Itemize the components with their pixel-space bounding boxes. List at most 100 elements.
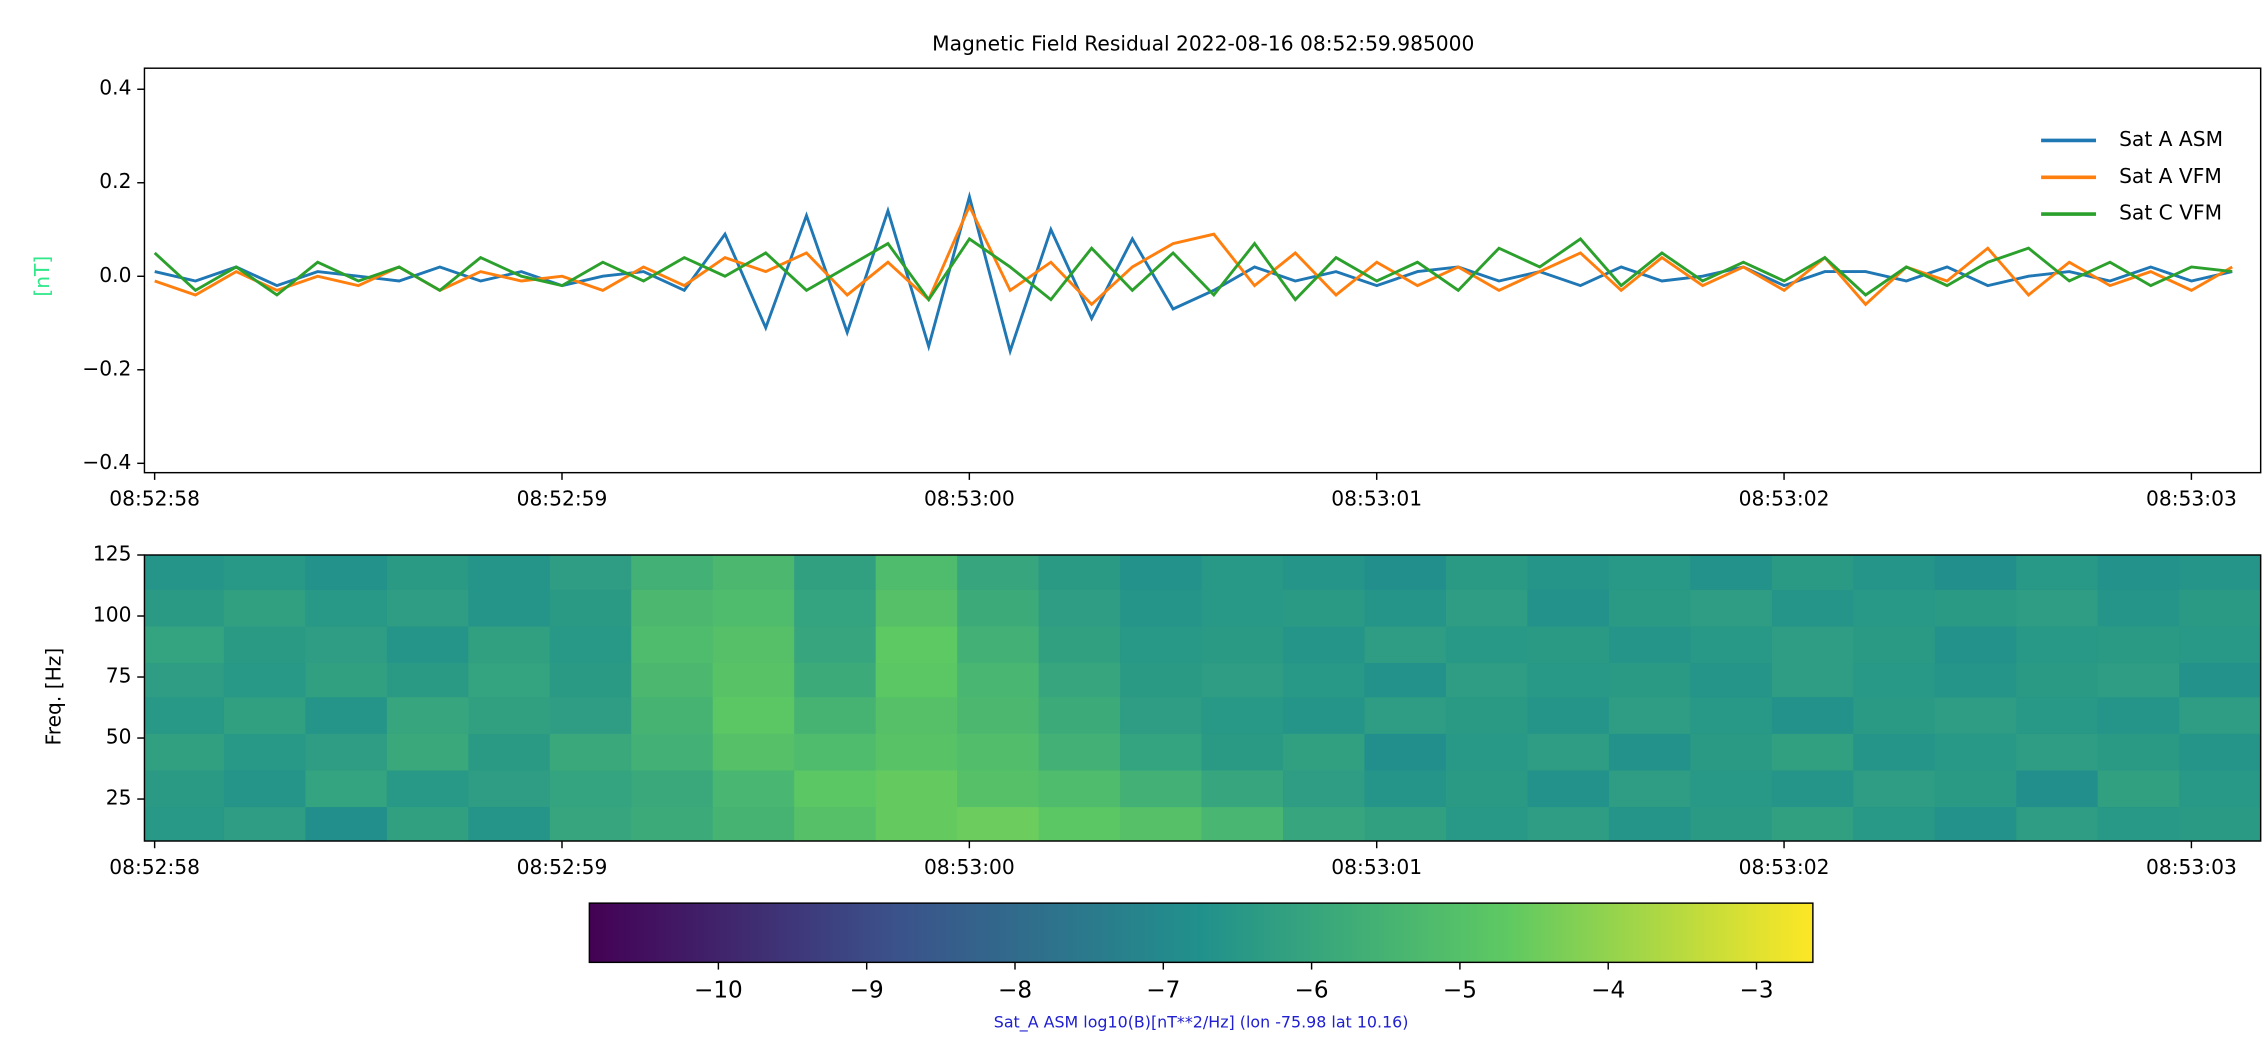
heat-cell [386,696,470,734]
colorbar-label: Sat_A ASM log10(B)[nT**2/Hz] (lon -75.98… [994,1013,1409,1033]
axes-frame [143,554,2262,842]
heat-cell [223,555,307,590]
heat-cell [1934,625,2017,664]
y-tick-label: 0.4 [99,76,131,100]
chart-title: Magnetic Field Residual 2022-08-16 08:52… [932,32,1474,56]
heat-cell [1853,555,1936,590]
heat-cell [468,769,551,808]
heat-cell [549,555,632,590]
heat-cell [1120,769,1203,808]
heat-cell [794,662,877,698]
heat-cell [144,769,225,808]
heat-cell [1690,696,1773,734]
heat-cell [1608,733,1692,771]
heat-cell [223,733,307,771]
heat-cell [1445,769,1529,808]
heat-cell [1120,733,1203,771]
heat-cell [2016,625,2099,664]
heat-cell [1201,662,1284,698]
heat-cell [223,806,307,842]
heat-cell [1120,696,1203,734]
heat-cell [2179,625,2261,664]
heat-cell [468,589,551,627]
heat-cell [1527,769,1610,808]
heat-cell [794,733,877,771]
heat-cell [957,769,1040,808]
heat-cell [875,589,958,627]
heat-cell [1038,769,1121,808]
heat-cell [1934,769,2017,808]
heat-cell [1771,555,1855,590]
heat-cell [1283,733,1366,771]
heat-cell [1771,733,1855,771]
heat-cell [1038,662,1121,698]
heat-cell [712,625,795,664]
heat-cell [2179,769,2261,808]
heat-cell [1934,662,2017,698]
heat-cell [1283,625,1366,664]
y-tick-label: 125 [93,542,132,566]
heat-cell [2097,589,2180,627]
heat-cell [1690,662,1773,698]
heat-cell [1853,696,1936,734]
colorbar [588,902,1814,964]
heat-cell [549,625,632,664]
heat-cell [144,733,225,771]
heat-cell [2097,555,2180,590]
heat-cell [1283,696,1366,734]
heat-cell [223,769,307,808]
x-tick-label: 08:53:00 [924,487,1015,511]
heat-cell [794,806,877,842]
heat-cell [794,589,877,627]
heat-cell [1283,555,1366,590]
heat-cell [794,696,877,734]
heat-cell [1608,696,1692,734]
colorbar-tick-label: −10 [694,978,743,1004]
heat-cell [549,806,632,842]
heat-cell [386,555,470,590]
heat-cell [875,733,958,771]
heat-cell [957,696,1040,734]
heat-cell [2097,769,2180,808]
heat-cell [875,696,958,734]
heat-cell [305,625,388,664]
y-tick-label: −0.4 [82,450,131,474]
heat-cell [468,806,551,842]
heat-cell [794,769,877,808]
y-tick-label: 0.0 [99,263,131,287]
heat-cell [549,696,632,734]
heat-cell [1364,696,1447,734]
heat-cell [468,733,551,771]
heat-cell [386,662,470,698]
heat-cell [1038,625,1121,664]
heat-cell [2179,696,2261,734]
heat-cell [549,733,632,771]
heat-cell [1120,806,1203,842]
heat-cell [1934,806,2017,842]
heat-cell [957,806,1040,842]
x-tick-label: 08:53:02 [1739,487,1830,511]
heat-cell [1690,733,1773,771]
heat-cell [631,733,714,771]
heat-cell [1934,733,2017,771]
colorbar-tick-label: −4 [1591,978,1625,1004]
heat-cell [1608,769,1692,808]
heat-cell [1201,555,1284,590]
heat-cell [1527,696,1610,734]
series-line [154,202,2233,307]
heat-cell [1201,806,1284,842]
heat-cell [549,589,632,627]
heat-cell [1201,589,1284,627]
heat-cell [1283,806,1366,842]
heat-cell [631,769,714,808]
heat-cell [1771,589,1855,627]
heat-cell [305,806,388,842]
heat-cell [1608,625,1692,664]
heat-cell [1364,733,1447,771]
heat-cell [144,625,225,664]
heat-cell [1853,769,1936,808]
heat-cell [875,806,958,842]
x-tick-label: 08:53:03 [2146,487,2237,511]
y-tick-label: 50 [106,725,132,749]
